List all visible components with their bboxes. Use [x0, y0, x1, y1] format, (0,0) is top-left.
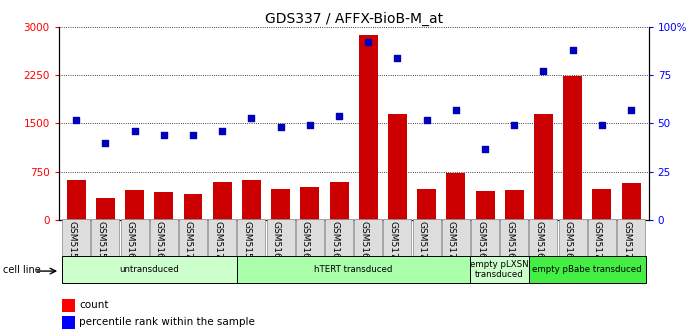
Point: [480, 146, 491, 151]
FancyBboxPatch shape: [471, 256, 529, 283]
Text: empty pLXSN
transduced: empty pLXSN transduced: [471, 260, 529, 279]
FancyBboxPatch shape: [413, 219, 441, 257]
Text: GSM5159: GSM5159: [242, 221, 251, 265]
Point: [596, 123, 607, 128]
Point: [100, 140, 111, 145]
Text: percentile rank within the sample: percentile rank within the sample: [79, 317, 255, 327]
Bar: [96, 198, 115, 220]
Bar: [563, 76, 582, 220]
Bar: [388, 114, 407, 220]
FancyBboxPatch shape: [384, 219, 411, 257]
FancyBboxPatch shape: [471, 219, 499, 257]
FancyBboxPatch shape: [61, 256, 237, 283]
Bar: [622, 183, 640, 220]
FancyBboxPatch shape: [150, 219, 178, 257]
Point: [217, 129, 228, 134]
Text: cell line: cell line: [3, 265, 41, 276]
Title: GDS337 / AFFX-BioB-M_at: GDS337 / AFFX-BioB-M_at: [264, 12, 443, 26]
Point: [538, 69, 549, 74]
Text: GSM5158: GSM5158: [97, 221, 106, 265]
Point: [246, 115, 257, 120]
FancyBboxPatch shape: [266, 219, 295, 257]
Text: GSM5171: GSM5171: [593, 221, 602, 265]
Point: [392, 55, 403, 60]
Text: GSM5169: GSM5169: [359, 221, 368, 265]
Text: GSM5164: GSM5164: [155, 221, 164, 265]
FancyBboxPatch shape: [500, 219, 529, 257]
Bar: [330, 182, 348, 220]
Text: GSM5170: GSM5170: [388, 221, 397, 265]
Bar: [125, 190, 144, 220]
FancyBboxPatch shape: [559, 219, 586, 257]
FancyBboxPatch shape: [237, 256, 471, 283]
Bar: [446, 173, 465, 220]
FancyBboxPatch shape: [179, 219, 207, 257]
FancyBboxPatch shape: [354, 219, 382, 257]
FancyBboxPatch shape: [121, 219, 148, 257]
Text: GSM5176: GSM5176: [213, 221, 222, 265]
FancyBboxPatch shape: [296, 219, 324, 257]
Point: [304, 123, 315, 128]
Bar: [475, 191, 495, 220]
Text: untransduced: untransduced: [119, 265, 179, 274]
FancyBboxPatch shape: [208, 219, 236, 257]
FancyBboxPatch shape: [617, 219, 645, 257]
Point: [158, 132, 169, 138]
Point: [333, 113, 344, 119]
Text: GSM5173: GSM5173: [622, 221, 631, 265]
Bar: [359, 35, 377, 220]
Bar: [271, 189, 290, 220]
FancyBboxPatch shape: [529, 219, 558, 257]
Text: GSM5172: GSM5172: [417, 221, 426, 265]
Text: GSM5161: GSM5161: [476, 221, 485, 265]
Bar: [213, 182, 232, 220]
Bar: [155, 193, 173, 220]
Point: [363, 40, 374, 45]
Text: GSM5163: GSM5163: [126, 221, 135, 265]
FancyBboxPatch shape: [237, 219, 266, 257]
Text: GSM5166: GSM5166: [330, 221, 339, 265]
FancyBboxPatch shape: [91, 219, 119, 257]
Text: GSM5157: GSM5157: [67, 221, 76, 265]
FancyBboxPatch shape: [529, 256, 646, 283]
Bar: [184, 194, 202, 220]
Text: GSM5175: GSM5175: [184, 221, 193, 265]
Bar: [534, 115, 553, 220]
Point: [567, 47, 578, 53]
FancyBboxPatch shape: [588, 219, 616, 257]
Point: [70, 117, 81, 122]
Text: GSM5165: GSM5165: [301, 221, 310, 265]
Text: GSM5168: GSM5168: [564, 221, 573, 265]
Bar: [242, 180, 261, 220]
Point: [188, 132, 199, 138]
Point: [509, 123, 520, 128]
Bar: [417, 189, 436, 220]
Text: empty pBabe transduced: empty pBabe transduced: [533, 265, 642, 274]
Text: GSM5162: GSM5162: [505, 221, 514, 265]
Point: [129, 129, 140, 134]
Text: hTERT transduced: hTERT transduced: [315, 265, 393, 274]
Point: [421, 117, 432, 122]
Point: [626, 107, 637, 113]
Bar: [67, 179, 86, 220]
Point: [451, 107, 462, 113]
FancyBboxPatch shape: [325, 219, 353, 257]
Point: [275, 125, 286, 130]
FancyBboxPatch shape: [62, 219, 90, 257]
Text: GSM5160: GSM5160: [272, 221, 281, 265]
FancyBboxPatch shape: [442, 219, 470, 257]
Bar: [300, 187, 319, 220]
Text: GSM5174: GSM5174: [447, 221, 456, 265]
Text: GSM5167: GSM5167: [535, 221, 544, 265]
Text: count: count: [79, 300, 109, 310]
Bar: [505, 191, 524, 220]
Bar: [593, 188, 611, 220]
